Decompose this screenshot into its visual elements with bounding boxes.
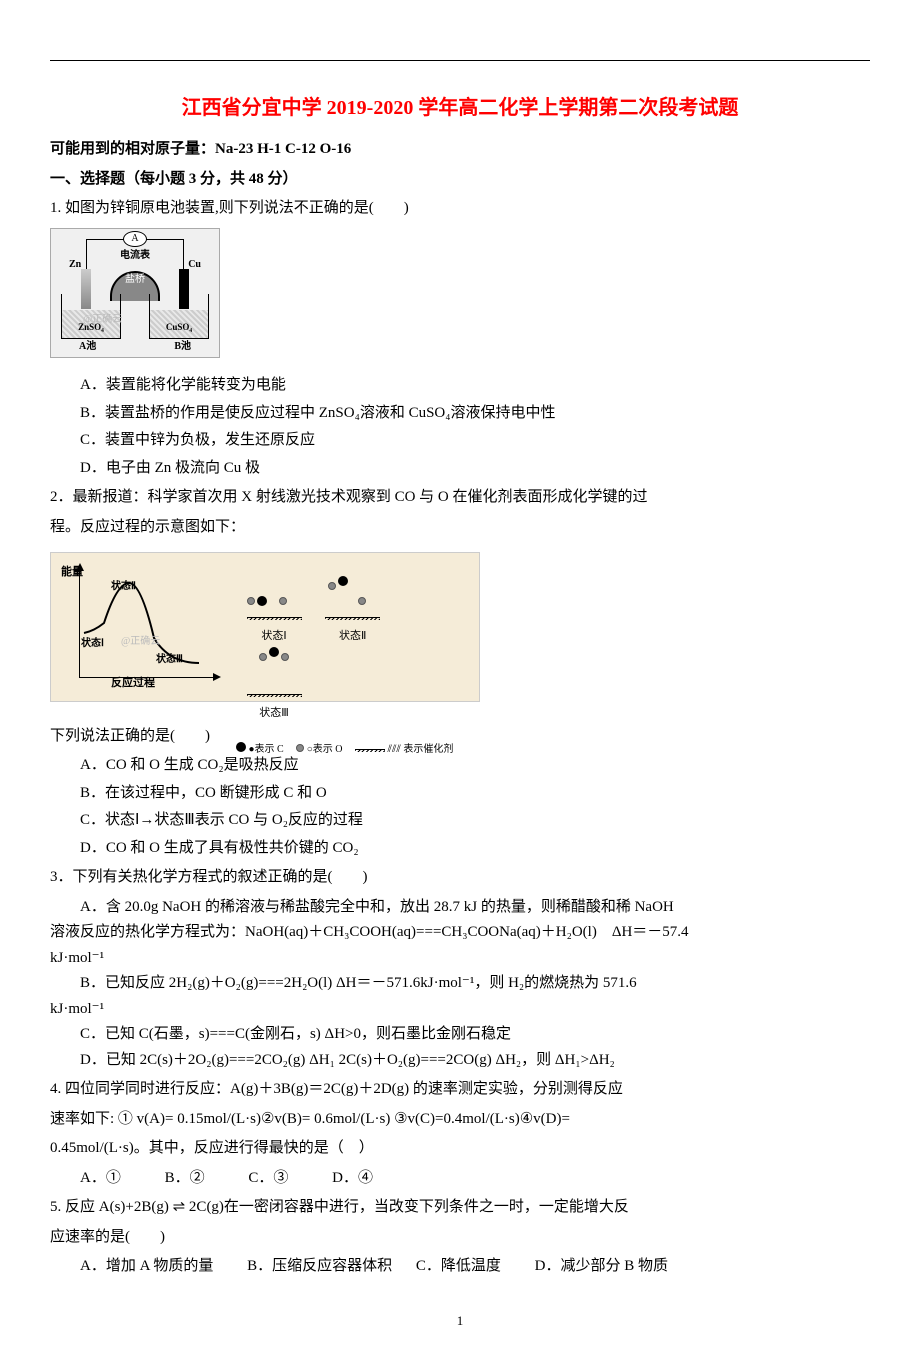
q3-option-d: D．已知 2C(s)＋2O₂(g)===2CO₂(g) ΔH₁ 2C(s)＋O₂… bbox=[50, 1048, 870, 1074]
legend-catalyst: ⫽⫽⫽ 表示催化剂 bbox=[355, 741, 453, 758]
q5-option-a: A．增加 A 物质的量 bbox=[80, 1254, 213, 1280]
salt-bridge-label: 盐桥 bbox=[125, 271, 145, 288]
q3-option-a-3: kJ·mol⁻¹ bbox=[50, 946, 870, 972]
legend-c: ●表示 C bbox=[236, 741, 284, 758]
figure-battery: A 电流表 Zn Cu 盐桥 @正确云 ZnSO₄ CuSO₄ A池 B池 bbox=[50, 228, 870, 368]
question-2-options: A．CO 和 O 生成 CO₂是吸热反应 B．在该过程中，CO 断键形成 C 和… bbox=[50, 753, 870, 861]
q4-option-a: A．① bbox=[80, 1166, 121, 1192]
beaker-a-label: A池 bbox=[79, 338, 96, 355]
q5-option-b: B．压缩反应容器体积 bbox=[247, 1254, 392, 1280]
zn-label: Zn bbox=[69, 256, 81, 273]
state-3-diagram: 状态Ⅲ bbox=[239, 645, 309, 722]
q1-option-b: B．装置盐桥的作用是使反应过程中 ZnSO₄溶液和 CuSO₄溶液保持电中性 bbox=[80, 401, 870, 427]
state-2-label: 状态Ⅱ bbox=[318, 627, 388, 646]
question-4-text-3: 0.45mol/(L·s)。其中，反应进行得最快的是（ ） bbox=[50, 1136, 870, 1162]
q3-option-a-2: 溶液反应的热化学方程式为：NaOH(aq)＋CH₃COOH(aq)===CH₃C… bbox=[50, 920, 870, 946]
state3-label-curve: 状态Ⅲ bbox=[156, 651, 183, 668]
q3-option-a-1: A．含 20.0g NaOH 的稀溶液与稀盐酸完全中和，放出 28.7 kJ 的… bbox=[50, 895, 870, 921]
beaker-b-label: B池 bbox=[174, 338, 191, 355]
ammeter-icon: A bbox=[123, 231, 147, 247]
energy-curve bbox=[79, 573, 219, 673]
state-1-diagram: 状态Ⅰ bbox=[239, 568, 309, 645]
q2-option-d: D．CO 和 O 生成了具有极性共价键的 CO₂ bbox=[80, 836, 870, 862]
state-diagrams-row: 状态Ⅰ 状态Ⅱ bbox=[236, 568, 469, 723]
page-title: 江西省分宜中学 2019-2020 学年高二化学上学期第二次段考试题 bbox=[50, 91, 870, 125]
q5-option-d: D．减少部分 B 物质 bbox=[535, 1254, 668, 1280]
legend-row: ●表示 C ○表示 O ⫽⫽⫽ 表示催化剂 bbox=[236, 741, 469, 758]
q5-option-c: C．降低温度 bbox=[416, 1254, 501, 1280]
q1-option-d: D．电子由 Zn 极流向 Cu 极 bbox=[80, 456, 870, 482]
question-4-text-2: 速率如下: ① v(A)= 0.15mol/(L·s)②v(B)= 0.6mol… bbox=[50, 1107, 870, 1133]
q2-option-a: A．CO 和 O 生成 CO₂是吸热反应 bbox=[80, 753, 870, 779]
question-4-text-1: 4. 四位同学同时进行反应：A(g)＋3B(g)＝2C(g)＋2D(g) 的速率… bbox=[50, 1077, 870, 1103]
section-1-header: 一、选择题（每小题 3 分，共 48 分） bbox=[50, 167, 870, 193]
page-number: 1 bbox=[50, 1310, 870, 1332]
q3-option-c: C．已知 C(石墨，s)===C(金刚石，s) ΔH>0，则石墨比金刚石稳定 bbox=[50, 1022, 870, 1048]
question-5-text-2: 应速率的是( ) bbox=[50, 1225, 870, 1251]
q2-option-c: C．状态Ⅰ→状态Ⅲ表示 CO 与 O₂反应的过程 bbox=[80, 808, 870, 834]
top-rule bbox=[50, 60, 870, 61]
question-2-text-1: 2．最新报道：科学家首次用 X 射线激光技术观察到 CO 与 O 在催化剂表面形… bbox=[50, 485, 870, 511]
question-2: 2．最新报道：科学家首次用 X 射线激光技术观察到 CO 与 O 在催化剂表面形… bbox=[50, 485, 870, 861]
cuso4-label: CuSO₄ bbox=[150, 320, 208, 335]
question-5-options: A．增加 A 物质的量 B．压缩反应容器体积 C．降低温度 D．减少部分 B 物… bbox=[50, 1254, 870, 1280]
state2-label-curve: 状态Ⅱ bbox=[111, 578, 136, 595]
ammeter-label: 电流表 bbox=[120, 247, 150, 264]
q4-option-b: B．② bbox=[165, 1166, 205, 1192]
q2-option-b: B．在该过程中，CO 断键形成 C 和 O bbox=[80, 781, 870, 807]
state-3-label: 状态Ⅲ bbox=[239, 704, 309, 723]
question-5: 5. 反应 A(s)+2B(g) ⇌ 2C(g)在一密闭容器中进行，当改变下列条… bbox=[50, 1195, 870, 1280]
q3-option-b-1: B．已知反应 2H₂(g)＋O₂(g)===2H₂O(l) ΔH＝－571.6k… bbox=[50, 971, 870, 997]
state-1-label: 状态Ⅰ bbox=[239, 627, 309, 646]
q1-option-a: A．装置能将化学能转变为电能 bbox=[80, 373, 870, 399]
cu-label: Cu bbox=[188, 256, 201, 273]
legend-o: ○表示 O bbox=[296, 741, 342, 758]
figure-energy-diagram: 能量 状态Ⅱ 状态Ⅰ 状态Ⅲ 反应过程 @正确云 bbox=[50, 546, 870, 718]
state-2-diagram: 状态Ⅱ bbox=[318, 568, 388, 645]
x-axis-label: 反应过程 bbox=[111, 674, 155, 693]
q4-option-d: D．④ bbox=[332, 1166, 373, 1192]
q3-option-b-2: kJ·mol⁻¹ bbox=[50, 997, 870, 1023]
question-3: 3．下列有关热化学方程式的叙述正确的是( ) A．含 20.0g NaOH 的稀… bbox=[50, 865, 870, 1073]
question-3-text: 3．下列有关热化学方程式的叙述正确的是( ) bbox=[50, 865, 870, 891]
watermark: @正确云 bbox=[83, 311, 122, 328]
beaker-b: CuSO₄ bbox=[149, 294, 209, 339]
question-4: 4. 四位同学同时进行反应：A(g)＋3B(g)＝2C(g)＋2D(g) 的速率… bbox=[50, 1077, 870, 1191]
atomic-mass-info: 可能用到的相对原子量：Na-23 H-1 C-12 O-16 bbox=[50, 137, 870, 163]
question-5-text-1: 5. 反应 A(s)+2B(g) ⇌ 2C(g)在一密闭容器中进行，当改变下列条… bbox=[50, 1195, 870, 1221]
question-1-text: 1. 如图为锌铜原电池装置,则下列说法不正确的是( ) bbox=[50, 196, 870, 222]
state1-label-curve: 状态Ⅰ bbox=[81, 635, 104, 652]
q4-option-c: C．③ bbox=[248, 1166, 288, 1192]
question-1-options: A．装置能将化学能转变为电能 B．装置盐桥的作用是使反应过程中 ZnSO₄溶液和… bbox=[50, 373, 870, 481]
question-4-options: A．① B．② C．③ D．④ bbox=[50, 1166, 870, 1192]
watermark-2: @正确云 bbox=[121, 633, 160, 650]
q1-option-c: C．装置中锌为负极，发生还原反应 bbox=[80, 428, 870, 454]
question-2-text-2: 程。反应过程的示意图如下： bbox=[50, 515, 870, 541]
question-1: 1. 如图为锌铜原电池装置,则下列说法不正确的是( ) A 电流表 Zn Cu … bbox=[50, 196, 870, 481]
